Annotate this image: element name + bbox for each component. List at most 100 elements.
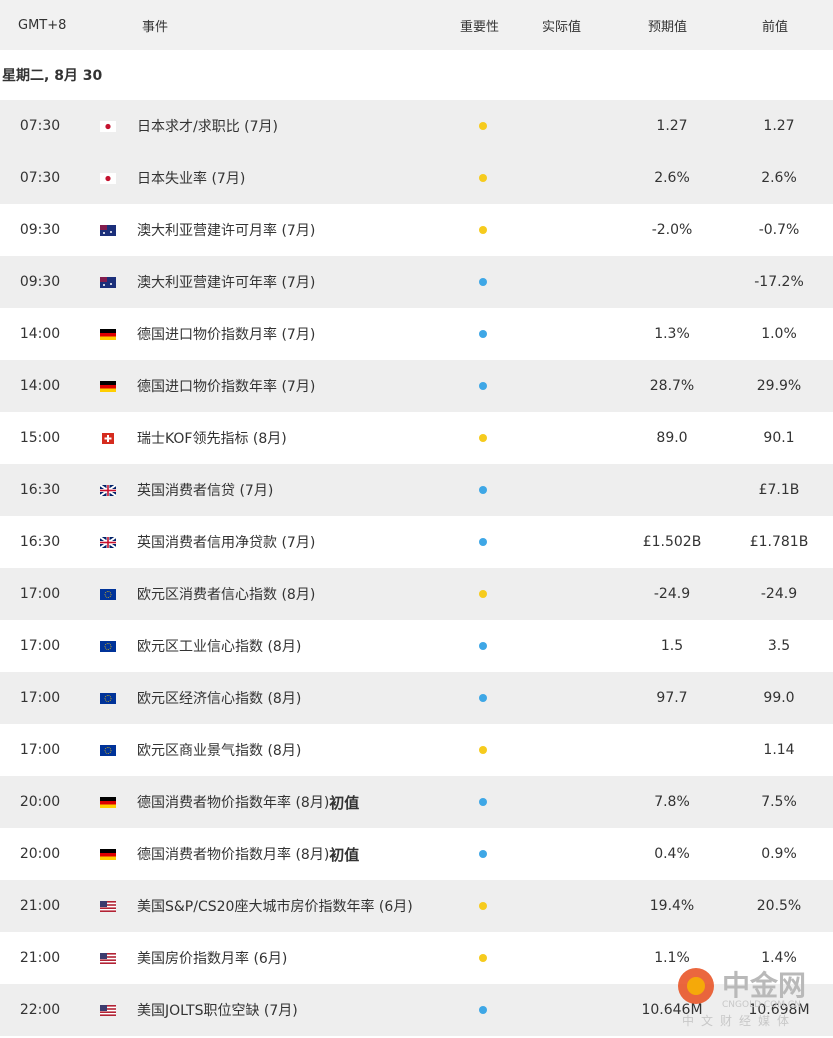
flag [100,744,116,756]
forecast: 0.4% [654,846,690,862]
flag [100,952,116,964]
event-row: 17:00 欧元区商业景气指数 (8月) 1.14 [0,724,833,776]
event-row: 17:00 欧元区经济信心指数 (8月) 97.7 99.0 [0,672,833,724]
importance-dot [479,382,487,390]
importance-cell [479,672,487,724]
importance-cell [479,360,487,412]
event-name: 日本失业率 (7月) [137,171,246,187]
event-cell: 日本求才/求职比 (7月) [137,100,278,152]
event-row: 20:00 德国消费者物价指数年率 (8月) 初值 7.8% 7.5% [0,776,833,828]
flag-cell [100,464,116,516]
column-header: 前值 [762,19,789,35]
event-name: 德国消费者物价指数年率 (8月) [137,795,330,811]
event-row: 16:30 英国消费者信贷 (7月) £7.1B [0,464,833,516]
time: 17:00 [19,638,61,654]
time: 21:00 [19,950,61,966]
importance-dot [479,954,487,962]
flag-cell [100,568,116,620]
column-header: 实际值 [542,19,582,35]
importance-dot [479,486,487,494]
flag [100,796,116,808]
importance-dot [479,174,487,182]
importance-cell [479,412,487,464]
event-row: 14:00 德国进口物价指数年率 (7月) 28.7% 29.9% [0,360,833,412]
time: 22:00 [19,1002,61,1018]
flag [100,588,116,600]
event-name: 德国消费者物价指数月率 (8月) [137,847,330,863]
forecast: -24.9 [653,586,691,602]
importance-cell [479,464,487,516]
time: 14:00 [19,326,61,342]
event-name: 瑞士KOF领先指标 (8月) [137,431,287,447]
previous: 1.0% [761,326,797,342]
event-row: 14:00 德国进口物价指数月率 (7月) 1.3% 1.0% [0,308,833,360]
flag [100,120,116,132]
importance-dot [479,850,487,858]
time: 07:30 [19,170,61,186]
flag [102,432,114,444]
time: 20:00 [19,794,61,810]
forecast: 7.8% [654,794,690,810]
event-cell: 瑞士KOF领先指标 (8月) [137,412,287,464]
flag-cell [100,516,116,568]
previous: -0.7% [758,222,800,238]
previous: -24.9 [760,586,798,602]
importance-cell [479,724,487,776]
previous: 0.9% [761,846,797,862]
importance-dot [479,642,487,650]
event-name: 美国房价指数月率 (6月) [137,951,288,967]
importance-dot [479,590,487,598]
importance-dot [479,1006,487,1014]
importance-cell [479,152,487,204]
importance-cell [479,984,487,1036]
time: 16:30 [19,534,61,550]
importance-dot [479,746,487,754]
importance-cell [479,828,487,880]
date-row: 星期二, 8月 30 [0,50,833,100]
event-name: 日本求才/求职比 (7月) [137,119,278,135]
flag [100,380,116,392]
flag [100,484,116,496]
event-row: 20:00 德国消费者物价指数月率 (8月) 初值 0.4% 0.9% [0,828,833,880]
event-row: 17:00 欧元区工业信心指数 (8月) 1.5 3.5 [0,620,833,672]
event-tag: 初值 [329,793,360,812]
importance-dot [479,434,487,442]
event-row: 15:00 瑞士KOF领先指标 (8月) 89.0 90.1 [0,412,833,464]
forecast: 19.4% [649,898,695,914]
column-header: GMT+8 [18,17,67,33]
event-name: 德国进口物价指数月率 (7月) [137,327,316,343]
forecast: 10.646M [641,1002,703,1018]
flag-cell [100,412,116,464]
previous: 99.0 [763,690,795,706]
event-row: 22:00 美国JOLTS职位空缺 (7月) 10.646M 10.698M [0,984,833,1036]
importance-dot [479,330,487,338]
time: 15:00 [19,430,61,446]
importance-dot [479,538,487,546]
flag-cell [100,308,116,360]
event-cell: 英国消费者信用净贷款 (7月) [137,516,315,568]
importance-cell [479,100,487,152]
previous: 90.1 [763,430,795,446]
forecast: 2.6% [654,170,690,186]
event-row: 09:30 澳大利亚营建许可年率 (7月) -17.2% [0,256,833,308]
column-header: 重要性 [460,19,500,35]
time: 20:00 [19,846,61,862]
importance-cell [479,204,487,256]
event-cell: 德国进口物价指数月率 (7月) [137,308,315,360]
event-cell: 美国S&P/CS20座大城市房价指数年率 (6月) [137,880,413,932]
forecast: 1.1% [654,950,690,966]
time: 07:30 [19,118,61,134]
importance-cell [479,776,487,828]
flag-cell [100,672,116,724]
event-row: 21:00 美国S&P/CS20座大城市房价指数年率 (6月) 19.4% 20.5% [0,880,833,932]
event-cell: 美国房价指数月率 (6月) [137,932,287,984]
forecast: 1.3% [654,326,690,342]
time: 17:00 [19,586,61,602]
time: 09:30 [19,274,61,290]
event-cell: 英国消费者信贷 (7月) [137,464,273,516]
flag [100,172,116,184]
event-row: 16:30 英国消费者信用净贷款 (7月) £1.502B £1.781B [0,516,833,568]
previous: 29.9% [756,378,802,394]
event-row: 09:30 澳大利亚营建许可月率 (7月) -2.0% -0.7% [0,204,833,256]
